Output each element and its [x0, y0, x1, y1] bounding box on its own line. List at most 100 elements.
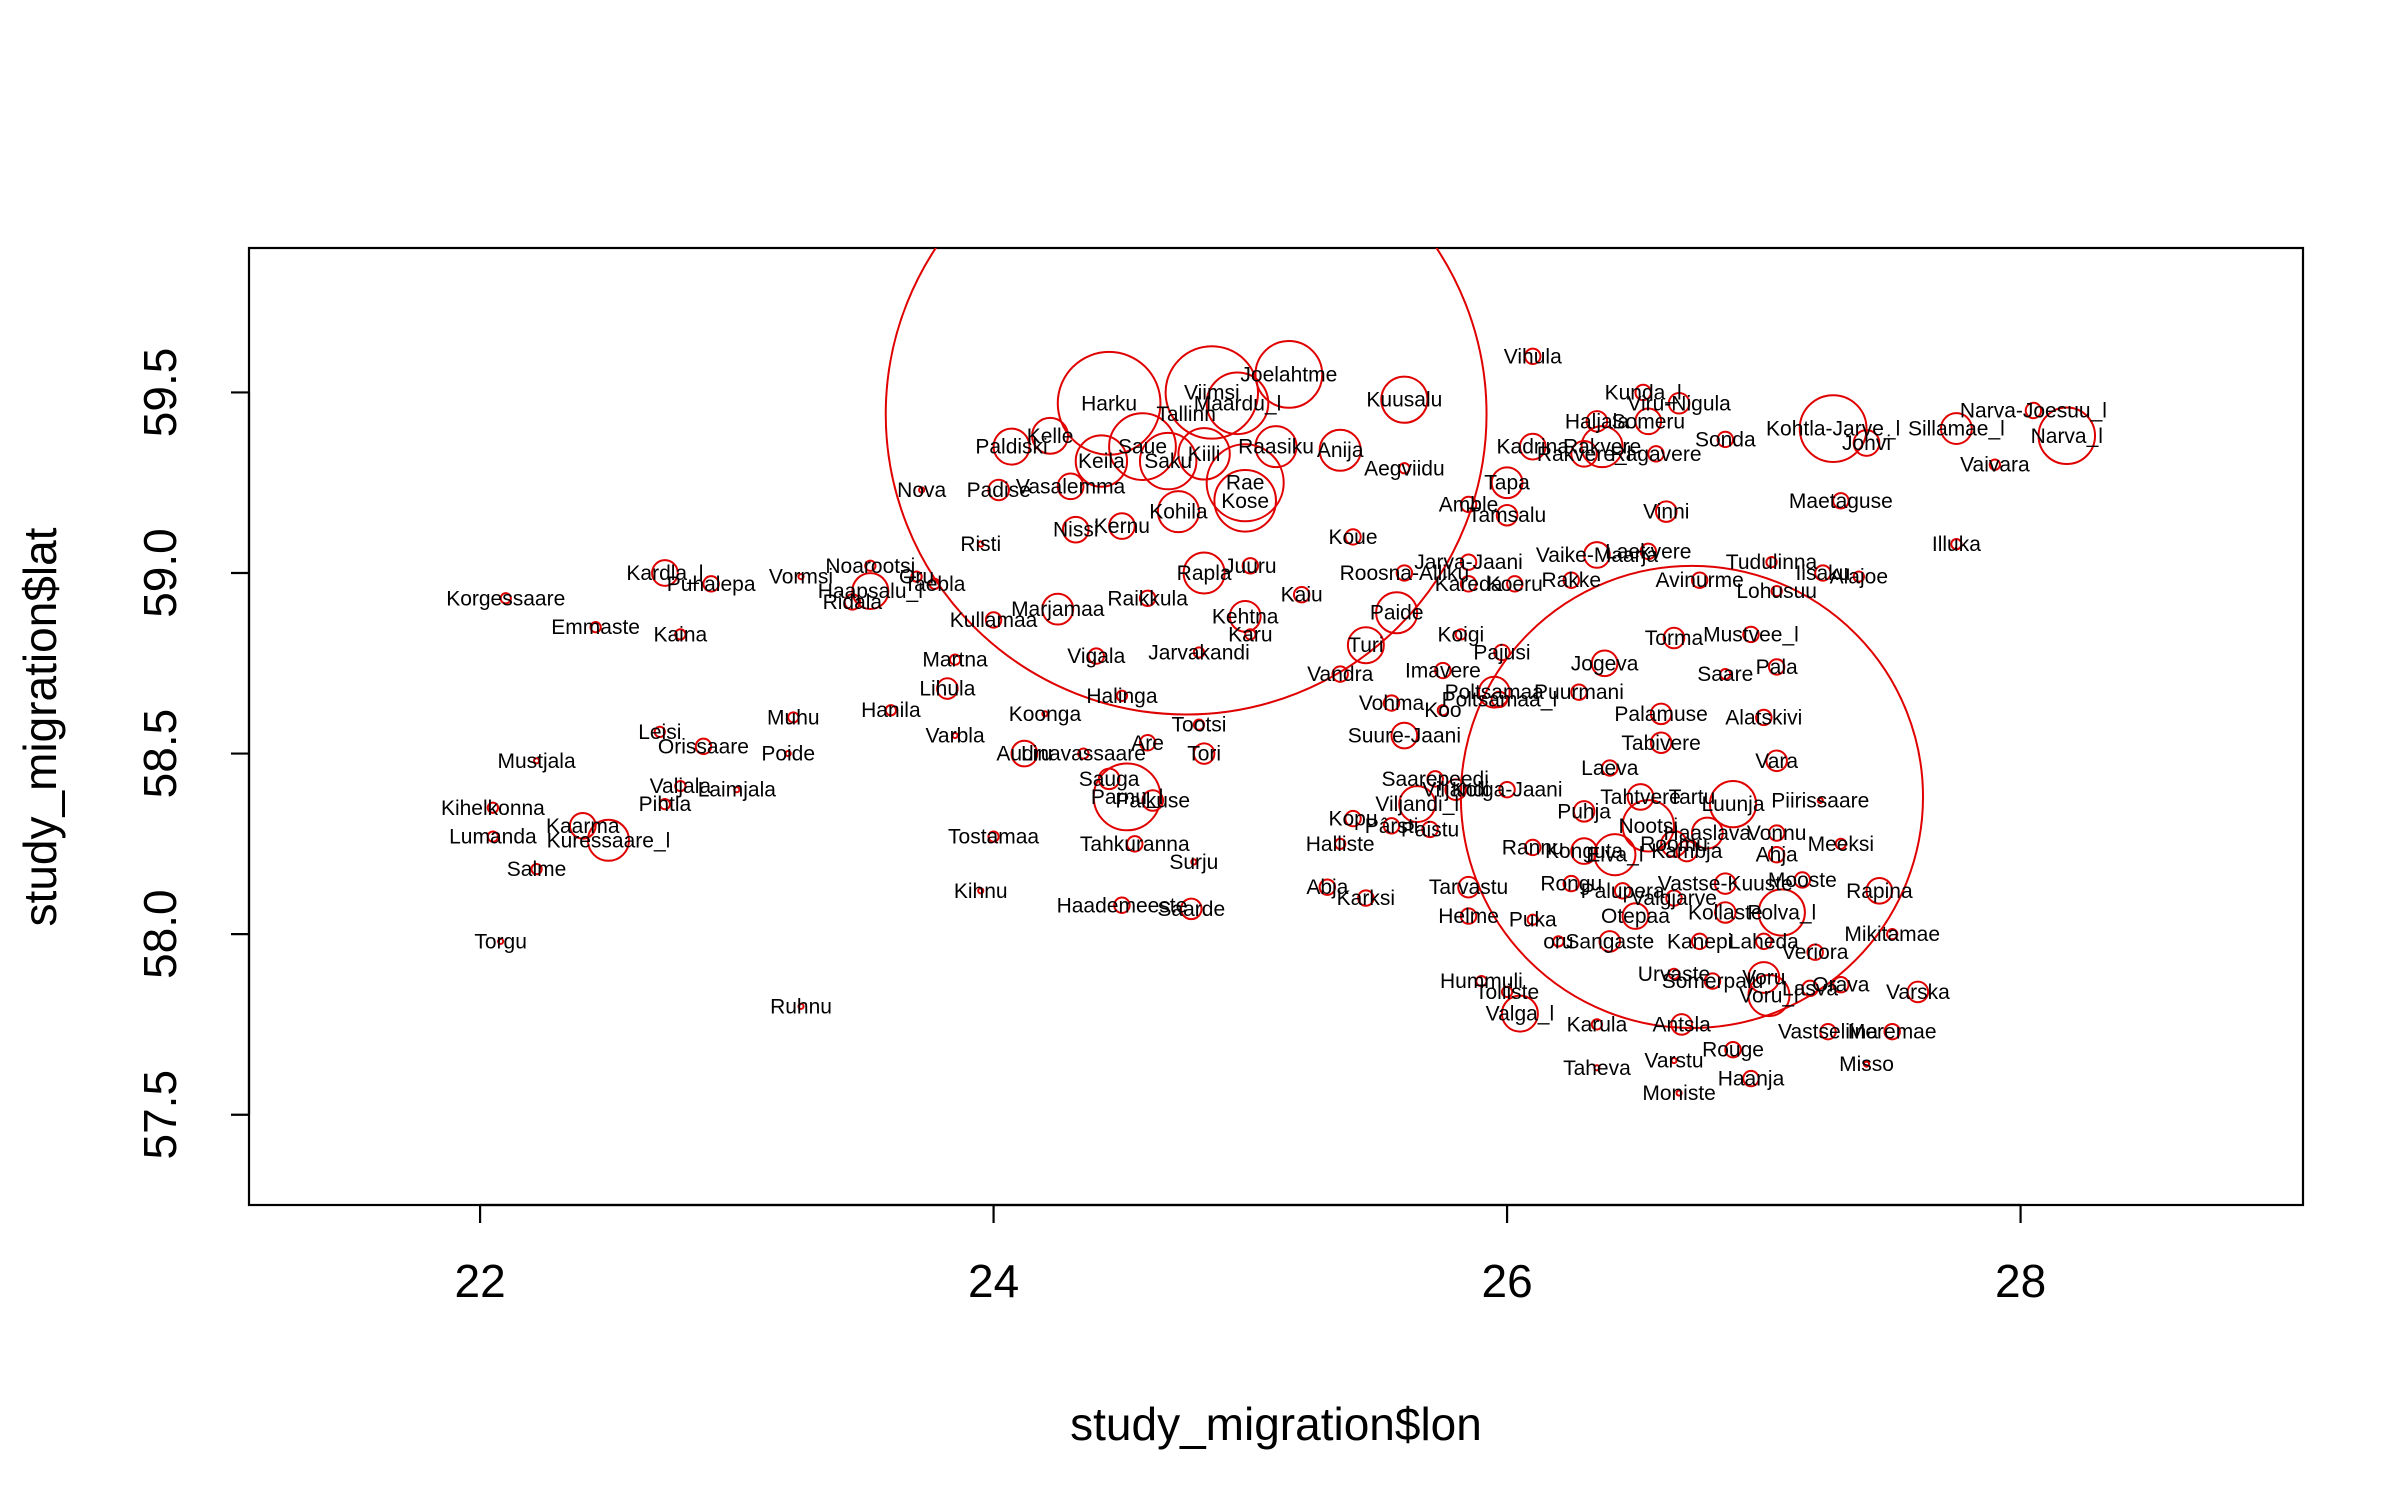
- point-label: Illuka: [1932, 533, 1981, 556]
- point-label: Haademeeste: [1057, 894, 1188, 917]
- point-label: Otepaa: [1601, 905, 1670, 928]
- point-label: Karu: [1228, 623, 1272, 646]
- point-label: Koo: [1424, 699, 1461, 722]
- point-label: Juuru: [1224, 555, 1277, 578]
- point-label: Risti: [960, 533, 1001, 556]
- bubble-point: [1814, 564, 1832, 582]
- bubble-point: [1292, 585, 1311, 604]
- bubble-point: [851, 572, 890, 611]
- point-label: Hanila: [861, 699, 921, 722]
- bubble-point: [1192, 646, 1206, 659]
- bubble-point: [987, 478, 1010, 502]
- point-label: Laeva: [1581, 757, 1639, 780]
- bubble-point: [1724, 1041, 1742, 1059]
- point-label: Aegviidu: [1364, 457, 1445, 480]
- bubble-point: [1436, 704, 1450, 717]
- bubble-point: [1357, 889, 1375, 907]
- bubble-point: [1886, 928, 1899, 941]
- y-tick-label: 58.0: [134, 889, 186, 979]
- point-label: Parnu_l: [1091, 786, 1163, 809]
- x-tick-label: 24: [968, 1255, 1019, 1307]
- point-label: Narva-Joesuu_l: [1960, 400, 2107, 423]
- point-label: Polva_l: [1747, 901, 1816, 924]
- bubble-point: [1765, 749, 1788, 773]
- bubble-point: [1585, 410, 1609, 433]
- point-label: Turi: [1348, 634, 1383, 657]
- bubble-point: [1092, 762, 1162, 832]
- bubble-point: [1056, 472, 1085, 501]
- point-label: Haaslava: [1664, 822, 1752, 845]
- point-label: Tudulinna: [1726, 551, 1818, 574]
- bubble-point: [658, 798, 672, 811]
- bubble-point: [1708, 780, 1758, 829]
- point-label: Martna: [922, 649, 988, 672]
- x-tick-label: 28: [1995, 1255, 2046, 1307]
- point-label: Vihula: [1504, 345, 1562, 368]
- point-label: Saare: [1697, 663, 1753, 686]
- bubble-point: [1454, 628, 1467, 641]
- bubble-point: [1593, 1064, 1601, 1072]
- point-label: Kunda_l: [1605, 381, 1682, 404]
- point-label: Laekvere: [1605, 540, 1691, 563]
- point-label: Joelahtme: [1240, 363, 1337, 386]
- bubble-point: [1459, 495, 1478, 514]
- point-label: Nova: [897, 479, 946, 502]
- y-tick-label: 59.0: [134, 528, 186, 618]
- point-label: Kadrina: [1497, 436, 1570, 459]
- point-label: Saku: [1144, 450, 1192, 473]
- bubble-point: [1115, 689, 1129, 702]
- point-label: Pihtla: [639, 793, 692, 816]
- point-label: Sauga: [1079, 768, 1140, 791]
- point-label: Halinga: [1086, 685, 1158, 708]
- bubble-point: [1205, 443, 1285, 523]
- bubble-point: [733, 786, 741, 794]
- bubble-point: [1660, 830, 1688, 858]
- bubble-point: [797, 573, 805, 581]
- point-label: Keila: [1078, 450, 1125, 473]
- point-label: Torgu: [474, 930, 527, 953]
- bubble-point: [1862, 1060, 1871, 1068]
- bubble-point: [1506, 575, 1524, 593]
- point-label: Raikkula: [1107, 587, 1188, 610]
- point-label: Mustjala: [497, 750, 576, 773]
- point-label: Puhja: [1557, 800, 1611, 823]
- bubble-point: [1767, 845, 1786, 864]
- point-label: Rouge: [1702, 1039, 1764, 1062]
- bubble-point: [1241, 557, 1260, 575]
- point-label: Kaiu: [1281, 584, 1323, 607]
- bubble-point: [1126, 835, 1144, 853]
- point-label: Tootsi: [1172, 714, 1227, 737]
- bubble-point: [1398, 462, 1411, 475]
- bubble-point: [1703, 972, 1722, 990]
- point-label: Mikitamae: [1844, 923, 1940, 946]
- point-label: Kopu: [1329, 808, 1378, 831]
- bubble-point: [1113, 896, 1131, 914]
- bubble-point: [1395, 564, 1414, 582]
- bubble-point: [1108, 512, 1136, 540]
- bubble-point: [1498, 780, 1516, 799]
- bubble-point: [1742, 1069, 1760, 1088]
- bubble-point: [1580, 425, 1624, 469]
- bubble-point: [1138, 431, 1198, 491]
- bubble-point: [499, 592, 512, 605]
- point-label: Sonda: [1695, 428, 1756, 451]
- point-label: Ruhnu: [770, 995, 832, 1018]
- point-label: Rapina: [1846, 880, 1913, 903]
- point-label: Kernu: [1094, 515, 1150, 538]
- bubble-point: [1649, 702, 1673, 726]
- point-label: Karula: [1567, 1013, 1628, 1036]
- x-axis: 22 24 26 28: [454, 1203, 2046, 1307]
- point-label: Voru: [1742, 966, 1785, 989]
- point-label: Lihula: [919, 678, 975, 701]
- bubble-point: [1331, 665, 1349, 683]
- bubble-point: [1675, 1089, 1683, 1097]
- point-label: Pajusi: [1473, 641, 1530, 664]
- bubble-point: [1390, 721, 1419, 750]
- point-label: Viljandi_l: [1375, 793, 1459, 816]
- bubble-point: [1524, 838, 1542, 857]
- bubble-point: [1865, 876, 1894, 905]
- bubble-point: [1254, 340, 1324, 409]
- bubble-point: [984, 611, 1003, 629]
- bubble-point: [1192, 718, 1206, 731]
